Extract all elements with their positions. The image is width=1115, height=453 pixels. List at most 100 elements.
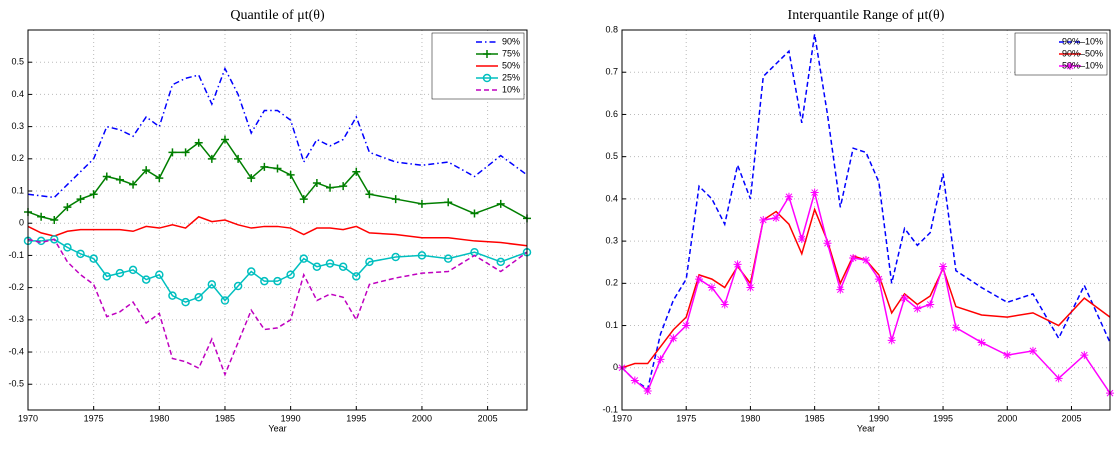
legend-label: 10% [502, 84, 520, 94]
marker [746, 283, 755, 292]
marker [220, 296, 230, 305]
marker [352, 272, 361, 281]
plot-frame [27, 29, 528, 411]
marker [273, 276, 282, 286]
marker [299, 195, 308, 204]
marker [669, 334, 678, 343]
marker [194, 138, 203, 147]
marker [630, 376, 639, 385]
y-tick-label: 0.2 [605, 278, 618, 288]
x-tick-label: 1990 [281, 413, 301, 423]
marker [141, 275, 151, 284]
marker [720, 300, 729, 309]
marker [391, 252, 400, 262]
marker [115, 175, 124, 184]
marker [89, 254, 98, 263]
legend-label: 90%–10% [1062, 36, 1103, 46]
y-tick-label: 0.1 [11, 185, 24, 195]
marker [1003, 351, 1012, 360]
series-line [28, 238, 528, 303]
marker [1080, 351, 1089, 360]
y-tick-label: -0.4 [8, 346, 24, 356]
marker [129, 180, 138, 189]
marker [286, 170, 295, 179]
y-tick-label: 0.3 [11, 121, 24, 131]
marker [772, 213, 781, 222]
marker [365, 190, 374, 199]
legend: 90% 75% 50% 25% 10% [431, 32, 525, 100]
marker [155, 174, 164, 183]
y-tick-label: -0.2 [8, 282, 24, 292]
y-tick-label: 0.4 [605, 193, 618, 203]
marker [470, 209, 479, 218]
x-tick-label: 1980 [740, 413, 760, 423]
marker [862, 256, 870, 265]
x-tick-label: 1990 [869, 413, 889, 423]
y-tick-label: 0.5 [605, 151, 618, 161]
marker [849, 254, 858, 262]
y-tick-label: 0.4 [11, 89, 24, 99]
y-tick-label: -0.1 [602, 404, 618, 414]
marker [220, 135, 229, 144]
x-tick-label: 2000 [412, 413, 432, 423]
y-tick-label: 0.7 [605, 67, 618, 77]
y-tick-label: 0.8 [605, 24, 618, 34]
marker [168, 148, 177, 157]
marker [168, 291, 177, 300]
marker [326, 183, 335, 192]
marker [50, 216, 59, 224]
marker [810, 188, 819, 197]
series-line [27, 215, 528, 247]
y-tick-label: 0.5 [11, 57, 24, 67]
marker [977, 338, 986, 347]
marker [759, 216, 768, 224]
marker [417, 199, 426, 208]
x-tick-label: 2005 [1061, 413, 1081, 423]
marker [247, 174, 256, 183]
marker [102, 172, 111, 181]
marker [63, 243, 72, 252]
x-tick-label: 1975 [84, 413, 104, 423]
plot-area [622, 30, 1110, 410]
y-tick-label: -0.1 [8, 250, 24, 260]
marker [339, 182, 348, 191]
y-tick-label: -0.3 [8, 314, 24, 324]
marker [1028, 346, 1037, 355]
legend: 90%–10% 90%–50% 50%–10% [1014, 32, 1108, 76]
marker [50, 235, 59, 244]
marker [155, 270, 164, 279]
marker [233, 281, 243, 291]
marker [496, 199, 505, 208]
legend-label: 50%–10% [1062, 60, 1103, 70]
x-tick-label: 1995 [933, 413, 953, 423]
legend-label: 90%–50% [1062, 48, 1103, 58]
marker [365, 257, 374, 267]
marker [391, 195, 400, 204]
marker [926, 300, 935, 309]
x-tick-label: 1995 [346, 413, 366, 423]
x-tick-label: 1970 [612, 413, 632, 423]
x-tick-label: 1970 [18, 413, 38, 423]
x-tick-label: 1985 [215, 413, 235, 423]
marker [128, 265, 138, 275]
chart-title: Interquantile Range of μt(θ) [788, 8, 945, 23]
marker [207, 154, 216, 163]
y-tick-label: 0 [19, 218, 24, 228]
marker [312, 178, 321, 187]
legend-label: 50% [502, 60, 520, 70]
marker [63, 203, 72, 212]
marker [444, 198, 453, 207]
legend-label: 90% [502, 36, 520, 46]
marker [951, 323, 960, 332]
chart-title: Quantile of μt(θ) [230, 8, 325, 23]
marker [797, 235, 806, 243]
marker [417, 251, 427, 260]
y-tick-label: 0 [613, 362, 618, 372]
marker [900, 294, 909, 303]
x-tick-label: 2000 [997, 413, 1017, 423]
marker [299, 254, 309, 263]
marker [37, 212, 46, 221]
marker [102, 272, 112, 281]
x-tick-label: 1985 [805, 413, 825, 423]
